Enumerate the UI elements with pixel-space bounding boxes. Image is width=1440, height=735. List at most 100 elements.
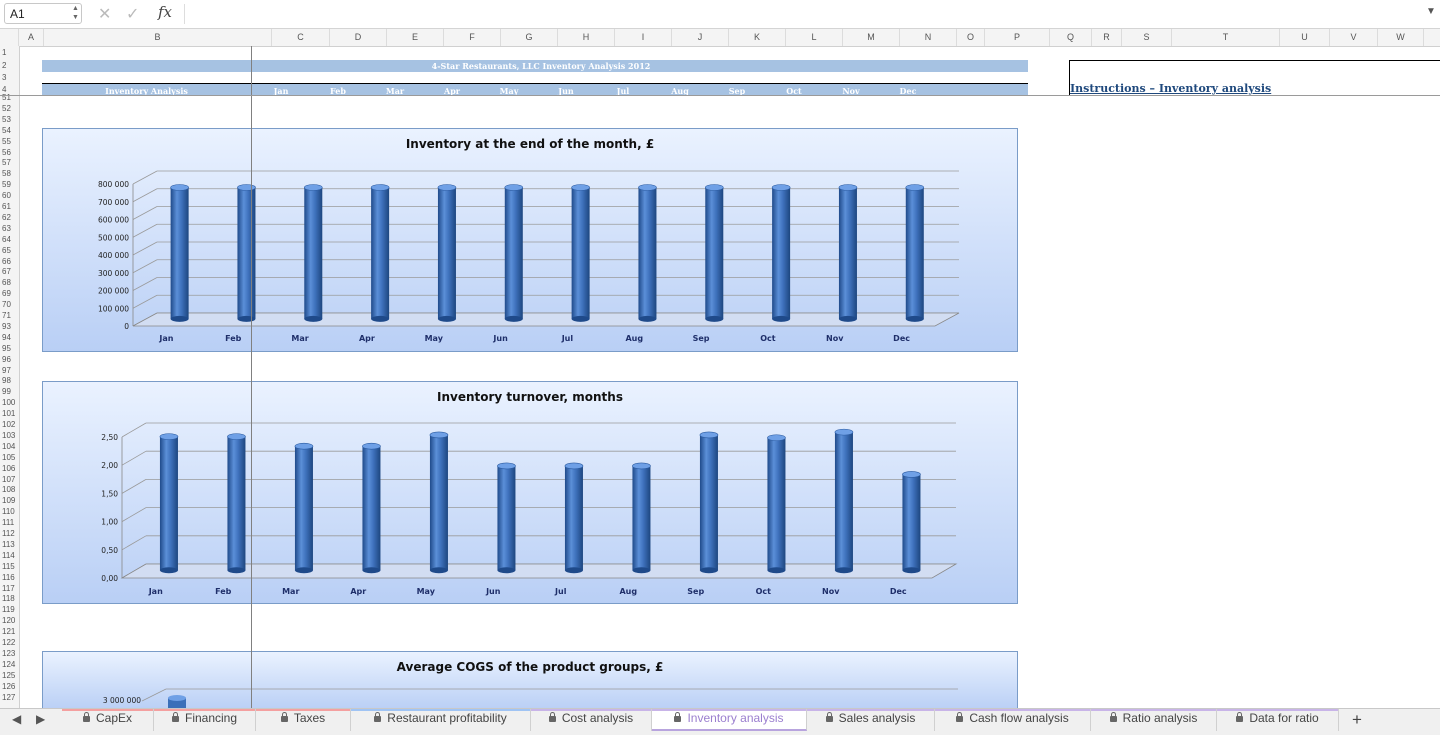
- column-header-v[interactable]: V: [1330, 29, 1378, 46]
- column-header-b[interactable]: B: [44, 29, 272, 46]
- confirm-icon[interactable]: ✓: [126, 6, 140, 23]
- chart-average-cogs[interactable]: Average COGS of the product groups, £ 3 …: [42, 651, 1018, 711]
- row-header-124[interactable]: 124: [2, 659, 16, 669]
- month-header-mar[interactable]: Mar: [385, 86, 405, 96]
- row-header-63[interactable]: 63: [2, 223, 11, 233]
- expand-formula-icon[interactable]: ▼: [1426, 6, 1436, 17]
- row-header-98[interactable]: 98: [2, 376, 11, 386]
- column-header-m[interactable]: M: [843, 29, 900, 46]
- row-header-95[interactable]: 95: [2, 343, 11, 353]
- row4-label[interactable]: Inventory Analysis: [105, 86, 188, 96]
- column-header-u[interactable]: U: [1280, 29, 1330, 46]
- row-header-116[interactable]: 116: [2, 572, 15, 582]
- row-header-105[interactable]: 105: [2, 452, 16, 462]
- column-header-f[interactable]: F: [444, 29, 501, 46]
- sheet-tab-restaurant-profitability[interactable]: Restaurant profitability: [351, 709, 531, 731]
- row-header-96[interactable]: 96: [2, 354, 11, 364]
- column-header-n[interactable]: N: [900, 29, 957, 46]
- row-header-111[interactable]: 111: [2, 518, 15, 528]
- row-header-3[interactable]: 3: [2, 73, 7, 82]
- chart-inventory-turnover[interactable]: Inventory turnover, months 0,00 0,50 1,00 1…: [42, 381, 1018, 604]
- row-header-121[interactable]: 121: [2, 627, 16, 637]
- month-header-jan[interactable]: Jan: [273, 86, 289, 96]
- row-header-66[interactable]: 66: [2, 256, 11, 266]
- month-header-apr[interactable]: Apr: [443, 86, 460, 96]
- row-header-109[interactable]: 109: [2, 496, 16, 506]
- row-header-119[interactable]: 119: [2, 605, 15, 615]
- name-box-stepper-icon[interactable]: ▲ ▼: [72, 5, 79, 21]
- row-header-103[interactable]: 103: [2, 430, 16, 440]
- row-header-99[interactable]: 99: [2, 387, 11, 397]
- column-header-d[interactable]: D: [330, 29, 387, 46]
- column-header-o[interactable]: O: [957, 29, 985, 46]
- row-header-94[interactable]: 94: [2, 332, 11, 342]
- column-header-g[interactable]: G: [501, 29, 558, 46]
- column-header-w[interactable]: W: [1378, 29, 1424, 46]
- column-header-r[interactable]: R: [1092, 29, 1122, 46]
- row-header-2[interactable]: 2: [2, 61, 7, 70]
- row-header-112[interactable]: 112: [2, 529, 15, 538]
- row-header-118[interactable]: 118: [2, 594, 15, 604]
- row-header-52[interactable]: 52: [2, 103, 11, 113]
- row-header-64[interactable]: 64: [2, 234, 11, 244]
- formula-input[interactable]: [192, 6, 1412, 22]
- row-header-70[interactable]: 70: [2, 300, 11, 310]
- row-header-127[interactable]: 127: [2, 692, 16, 702]
- column-header-p[interactable]: P: [985, 29, 1050, 46]
- row-header-107[interactable]: 107: [2, 474, 16, 484]
- sheet-tab-cash-flow-analysis[interactable]: Cash flow analysis: [935, 709, 1091, 731]
- add-sheet-button[interactable]: +: [1352, 710, 1362, 729]
- cancel-icon[interactable]: ✕: [98, 6, 112, 23]
- column-header-i[interactable]: I: [615, 29, 672, 46]
- next-sheet-icon[interactable]: ▶: [36, 712, 46, 726]
- column-header-a[interactable]: A: [19, 29, 44, 46]
- month-header-may[interactable]: May: [499, 86, 519, 96]
- sheet-tab-data-for-ratio[interactable]: Data for ratio: [1217, 709, 1339, 731]
- sheet-tab-taxes[interactable]: Taxes: [256, 709, 351, 731]
- row-header-122[interactable]: 122: [2, 638, 16, 647]
- row-header-113[interactable]: 113: [2, 539, 15, 549]
- row-header-53[interactable]: 53: [2, 114, 11, 124]
- row-header-71[interactable]: 71: [2, 311, 11, 320]
- sheet-title[interactable]: 4-Star Restaurants, LLC Inventory Analys…: [431, 61, 651, 71]
- month-header-oct[interactable]: Oct: [786, 86, 802, 96]
- row-header-100[interactable]: 100: [2, 398, 16, 408]
- row-header-57[interactable]: 57: [2, 158, 11, 168]
- month-header-feb[interactable]: Feb: [330, 86, 346, 96]
- row-header-120[interactable]: 120: [2, 616, 16, 626]
- month-header-aug[interactable]: Aug: [671, 86, 689, 96]
- row-header-126[interactable]: 126: [2, 681, 16, 691]
- row-header-123[interactable]: 123: [2, 648, 16, 658]
- month-header-sep[interactable]: Sep: [728, 86, 746, 96]
- row-header-60[interactable]: 60: [2, 191, 11, 201]
- sheet-tab-ratio-analysis[interactable]: Ratio analysis: [1091, 709, 1217, 731]
- sheet-tab-capex[interactable]: CapEx: [62, 709, 154, 731]
- row-header-1[interactable]: 1: [2, 48, 7, 57]
- row-header-69[interactable]: 69: [2, 289, 11, 299]
- column-header-k[interactable]: K: [729, 29, 786, 46]
- month-header-jul[interactable]: Jul: [616, 86, 630, 96]
- sheet-tab-financing[interactable]: Financing: [154, 709, 256, 731]
- row-header-65[interactable]: 65: [2, 245, 11, 255]
- row-header-51[interactable]: 51: [2, 93, 11, 102]
- row-header-56[interactable]: 56: [2, 147, 11, 157]
- row-header-117[interactable]: 117: [2, 583, 15, 593]
- row-header-114[interactable]: 114: [2, 550, 15, 560]
- name-box[interactable]: A1: [4, 3, 82, 24]
- column-header-s[interactable]: S: [1122, 29, 1172, 46]
- row-header-106[interactable]: 106: [2, 463, 16, 473]
- sheet-tab-sales-analysis[interactable]: Sales analysis: [807, 709, 935, 731]
- row-header-115[interactable]: 115: [2, 561, 15, 571]
- row-header-62[interactable]: 62: [2, 212, 11, 222]
- row-header-125[interactable]: 125: [2, 670, 16, 680]
- month-header-jun[interactable]: Jun: [558, 86, 574, 96]
- prev-sheet-icon[interactable]: ◀: [12, 712, 22, 726]
- row-header-68[interactable]: 68: [2, 278, 11, 288]
- row-header-54[interactable]: 54: [2, 125, 11, 135]
- column-header-x[interactable]: X: [1424, 29, 1440, 46]
- month-header-dec[interactable]: Dec: [899, 86, 917, 96]
- column-header-h[interactable]: H: [558, 29, 615, 46]
- row-header-110[interactable]: 110: [2, 507, 15, 517]
- row-header-4[interactable]: 4: [2, 85, 7, 94]
- row-header-97[interactable]: 97: [2, 365, 11, 375]
